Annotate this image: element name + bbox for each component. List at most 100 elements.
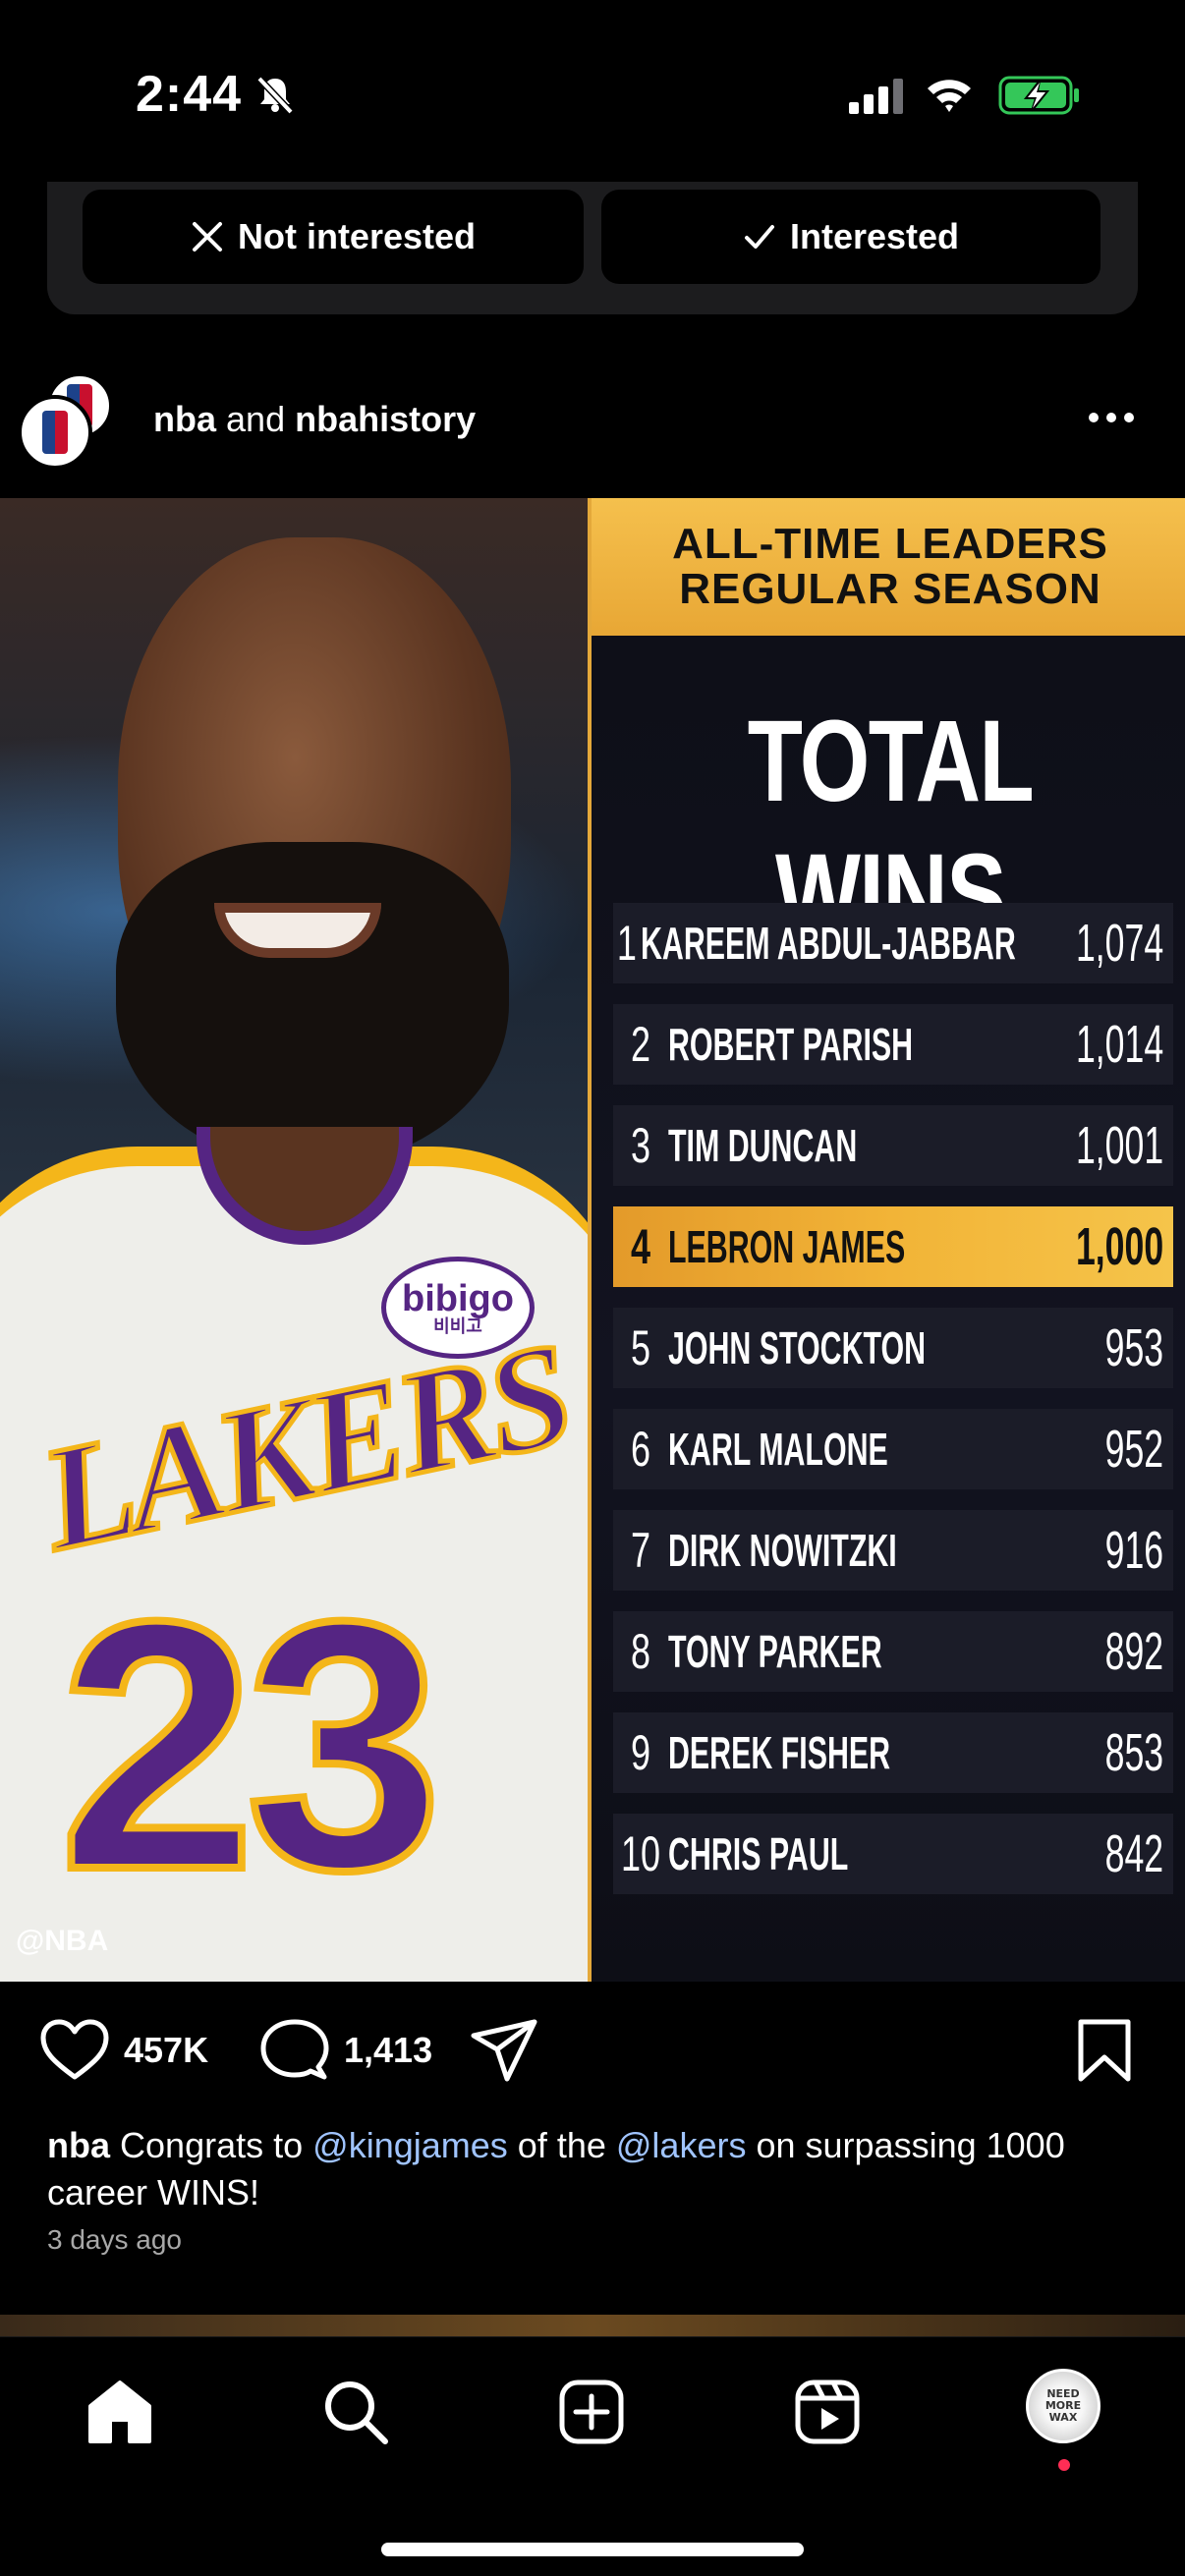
checkmark-icon [744, 225, 774, 249]
leader-name: ROBERT PARISH [668, 1019, 914, 1070]
caption-text: on surpassing 1000 career WINS! [47, 2125, 1065, 2212]
panel-header: ALL-TIME LEADERS REGULAR SEASON [592, 498, 1185, 636]
post-authors: nba and nbahistory [153, 399, 476, 440]
notification-dot [1058, 2459, 1070, 2471]
bell-slash-icon [256, 76, 294, 115]
leader-row: 9 DEREK FISHER 853 [613, 1712, 1173, 1793]
jersey-number: 23 [55, 1548, 446, 1943]
leader-name: LEBRON JAMES [668, 1221, 906, 1272]
heart-icon [40, 2019, 109, 2080]
nav-reels[interactable] [788, 2373, 867, 2451]
post-image[interactable]: bibigo 비비고 LAKERS 23 @NBA ALL-TIME LEADE… [0, 498, 1185, 1982]
leader-wins: 953 [1104, 1318, 1163, 1377]
post-caption: nba Congrats to @kingjames of the @laker… [47, 2122, 1148, 2216]
status-bar: 2:44 [0, 0, 1185, 182]
leaders-panel: ALL-TIME LEADERS REGULAR SEASON TOTAL WI… [588, 498, 1185, 1982]
leader-wins: 952 [1104, 1420, 1163, 1479]
cellular-signal-icon [849, 79, 903, 114]
mention-lakers[interactable]: @lakers [615, 2125, 747, 2165]
leader-row: 3 TIM DUNCAN 1,001 [613, 1105, 1173, 1186]
leader-name: CHRIS PAUL [668, 1828, 849, 1879]
home-indicator [381, 2543, 804, 2556]
post-actions: 457K 1,413 [0, 2004, 1185, 2093]
more-options-icon[interactable] [1089, 403, 1138, 432]
leader-wins: 853 [1104, 1723, 1163, 1782]
nav-create[interactable] [552, 2373, 631, 2451]
leader-row: 10 CHRIS PAUL 842 [613, 1814, 1173, 1894]
leader-row: 6 KARL MALONE 952 [613, 1409, 1173, 1489]
image-watermark: @NBA [16, 1925, 109, 1957]
next-post-preview [0, 2315, 1185, 2336]
nav-profile-avatar[interactable]: NEED MORE WAX [1026, 2369, 1100, 2443]
caption-username[interactable]: nba [47, 2125, 111, 2165]
leader-wins: 1,001 [1075, 1116, 1163, 1175]
leader-rank: 10 [620, 1826, 661, 1881]
leader-rank: 5 [630, 1320, 651, 1375]
leaders-list: 1 KAREEM ABDUL-JABBAR 1,074 2 ROBERT PAR… [613, 903, 1173, 1915]
leader-rank: 3 [630, 1118, 651, 1173]
leader-wins: 1,000 [1075, 1217, 1163, 1276]
leader-rank: 1 [616, 916, 637, 971]
comment-button[interactable]: 1,413 [259, 2018, 432, 2083]
leader-name: KAREEM ABDUL-JABBAR [640, 918, 1016, 969]
leader-name: JOHN STOCKTON [668, 1322, 927, 1373]
bookmark-icon[interactable] [1075, 2018, 1134, 2083]
leader-rank: 4 [630, 1219, 651, 1274]
like-button[interactable]: 457K [39, 2018, 208, 2083]
interested-button[interactable]: Interested [601, 190, 1100, 284]
leader-name: KARL MALONE [668, 1424, 888, 1475]
bottom-nav: NEED MORE WAX [0, 2336, 1185, 2576]
leader-row-highlighted: 4 LEBRON JAMES 1,000 [613, 1206, 1173, 1287]
patch-subtext: 비비고 [433, 1316, 482, 1336]
home-icon [88, 2380, 151, 2443]
leader-wins: 1,074 [1075, 914, 1163, 973]
leader-row: 1 KAREEM ABDUL-JABBAR 1,074 [613, 903, 1173, 983]
profile-avatar-text: NEED MORE WAX [1044, 2387, 1082, 2424]
nav-home[interactable] [81, 2373, 159, 2451]
caption-text: of the [517, 2125, 606, 2165]
leader-rank: 2 [630, 1017, 651, 1072]
leader-row: 5 JOHN STOCKTON 953 [613, 1308, 1173, 1388]
share-button[interactable] [470, 2018, 540, 2083]
leader-name: TONY PARKER [668, 1626, 882, 1677]
leader-name: DEREK FISHER [668, 1727, 891, 1778]
post-timestamp: 3 days ago [47, 2224, 182, 2255]
mention-kingjames[interactable]: @kingjames [312, 2125, 508, 2165]
not-interested-label: Not interested [237, 216, 477, 256]
comment-count: 1,413 [344, 2030, 433, 2070]
nba-logo-icon [42, 411, 68, 454]
author-connector: and [226, 399, 286, 439]
leader-row: 2 ROBERT PARISH 1,014 [613, 1004, 1173, 1085]
interested-label: Interested [789, 216, 960, 256]
leader-row: 8 TONY PARKER 892 [613, 1611, 1173, 1692]
leader-name: TIM DUNCAN [668, 1120, 858, 1171]
leader-wins: 916 [1104, 1521, 1163, 1580]
wifi-icon [928, 80, 971, 112]
close-icon [192, 222, 222, 252]
nba-avatar[interactable] [18, 395, 92, 470]
leader-name: DIRK NOWITZKI [668, 1525, 897, 1576]
patch-text: bibigo [402, 1278, 514, 1319]
panel-header-line2: REGULAR SEASON [679, 565, 1101, 613]
not-interested-button[interactable]: Not interested [83, 190, 584, 284]
leader-rank: 6 [630, 1422, 651, 1477]
player-photo: bibigo 비비고 LAKERS 23 @NBA [0, 498, 588, 1982]
leader-wins: 892 [1104, 1622, 1163, 1681]
post-header: nba and nbahistory [0, 364, 1185, 476]
author-nba[interactable]: nba [153, 399, 217, 439]
leader-row: 7 DIRK NOWITZKI 916 [613, 1510, 1173, 1591]
leader-wins: 842 [1104, 1824, 1163, 1883]
caption-text: Congrats to [120, 2125, 304, 2165]
nav-search[interactable] [316, 2373, 395, 2451]
author-nbahistory[interactable]: nbahistory [295, 399, 477, 439]
leader-rank: 9 [630, 1725, 651, 1780]
leader-rank: 8 [630, 1624, 651, 1679]
battery-charging-icon [998, 76, 1079, 115]
leader-wins: 1,014 [1075, 1015, 1163, 1074]
create-icon [559, 2380, 624, 2444]
reels-icon [795, 2380, 860, 2444]
suggestion-card: Not interested Interested [47, 182, 1138, 314]
status-time: 2:44 [136, 66, 243, 123]
panel-header-line1: ALL-TIME LEADERS [672, 520, 1108, 568]
like-count: 457K [124, 2030, 209, 2070]
